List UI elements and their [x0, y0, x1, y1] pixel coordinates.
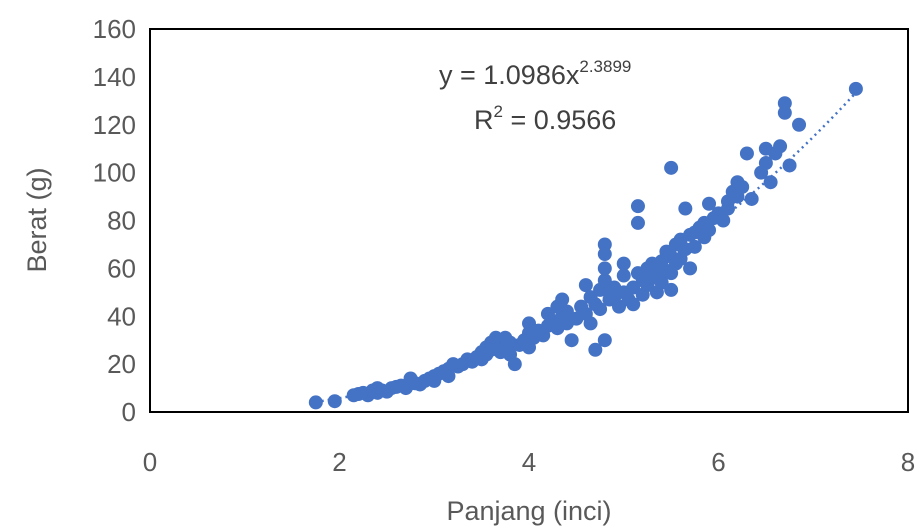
data-point	[597, 261, 612, 276]
x-tick-label: 2	[332, 447, 346, 477]
data-point	[678, 201, 693, 216]
data-point	[777, 105, 792, 120]
y-tick-label: 40	[107, 301, 136, 331]
data-point	[597, 247, 612, 262]
y-tick-label: 120	[93, 110, 136, 140]
data-point	[664, 160, 679, 175]
data-point	[716, 213, 731, 228]
data-point	[597, 237, 612, 252]
data-point	[564, 333, 579, 348]
x-tick-label: 0	[143, 447, 157, 477]
data-point	[308, 395, 323, 410]
y-tick-label: 60	[107, 253, 136, 283]
data-point	[626, 297, 641, 312]
data-point	[777, 96, 792, 111]
data-point	[735, 179, 750, 194]
data-point	[327, 394, 342, 409]
data-point	[507, 357, 522, 372]
data-point	[441, 369, 456, 384]
x-axis-title: Panjang (inci)	[446, 496, 611, 526]
data-point	[720, 201, 735, 216]
data-point	[522, 316, 536, 331]
trend-equation: y = 1.0986x2.3899	[439, 57, 631, 90]
data-point	[612, 299, 627, 314]
data-points	[308, 81, 863, 410]
data-point	[763, 175, 778, 190]
y-tick-label: 140	[93, 62, 136, 92]
x-tick-label: 8	[901, 447, 915, 477]
y-tick-label: 80	[107, 206, 136, 236]
data-point	[782, 158, 797, 173]
data-point	[593, 302, 608, 317]
data-point	[616, 256, 631, 271]
data-point	[597, 273, 612, 288]
data-point	[588, 342, 603, 357]
data-point	[654, 275, 669, 290]
x-tick-label: 6	[711, 447, 725, 477]
y-tick-label: 160	[93, 14, 136, 44]
data-point	[848, 81, 863, 96]
data-point	[555, 292, 570, 307]
x-axis-ticks: 0 2 4 6 8	[143, 447, 915, 477]
data-point	[773, 139, 788, 154]
x-tick-label: 4	[522, 447, 536, 477]
data-point	[664, 282, 679, 297]
y-tick-label: 20	[107, 349, 136, 379]
y-tick-label: 100	[93, 158, 136, 188]
data-point	[630, 215, 645, 230]
data-point	[578, 278, 593, 293]
data-point	[559, 304, 574, 319]
data-point	[687, 239, 702, 254]
y-axis-title: Berat (g)	[22, 167, 52, 272]
y-axis-ticks: 0 20 40 60 80 100 120 140 160	[93, 14, 136, 427]
data-point	[792, 117, 807, 132]
data-point	[744, 191, 759, 206]
data-point	[583, 316, 598, 331]
data-point	[739, 146, 754, 161]
data-point	[616, 268, 631, 283]
data-point	[597, 333, 612, 348]
data-point	[702, 223, 717, 238]
data-point	[702, 196, 717, 211]
data-point	[683, 261, 698, 276]
data-point	[758, 156, 773, 171]
y-tick-label: 0	[122, 397, 136, 427]
data-point	[630, 199, 645, 214]
r-squared: R2 = 0.9566	[474, 102, 616, 135]
data-point	[626, 280, 641, 295]
